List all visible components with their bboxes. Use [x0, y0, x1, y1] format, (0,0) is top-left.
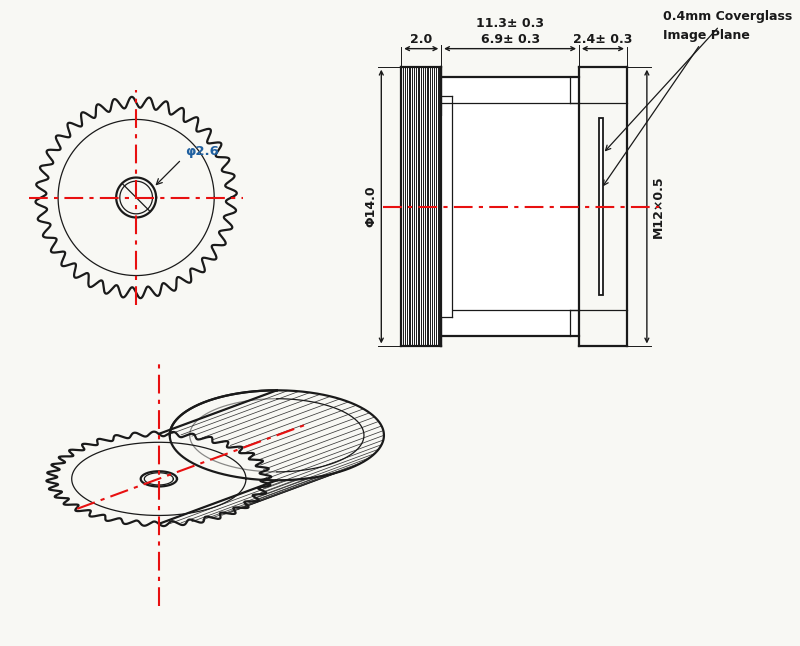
Text: 6.9± 0.3: 6.9± 0.3: [481, 33, 540, 46]
Text: 2.0: 2.0: [410, 33, 432, 46]
Text: 11.3± 0.3: 11.3± 0.3: [476, 17, 544, 30]
Bar: [442, 116, 452, 317]
Bar: [402, 67, 442, 346]
Text: Image Plane: Image Plane: [603, 28, 750, 185]
Text: φ2.6: φ2.6: [185, 145, 219, 158]
Bar: [442, 77, 579, 337]
Text: 0.4mm Coverglass: 0.4mm Coverglass: [606, 10, 793, 151]
Text: Φ14.0: Φ14.0: [365, 186, 378, 227]
Text: 2.4± 0.3: 2.4± 0.3: [574, 33, 633, 46]
Text: M12×0.5: M12×0.5: [651, 175, 665, 238]
Bar: [599, 118, 602, 295]
